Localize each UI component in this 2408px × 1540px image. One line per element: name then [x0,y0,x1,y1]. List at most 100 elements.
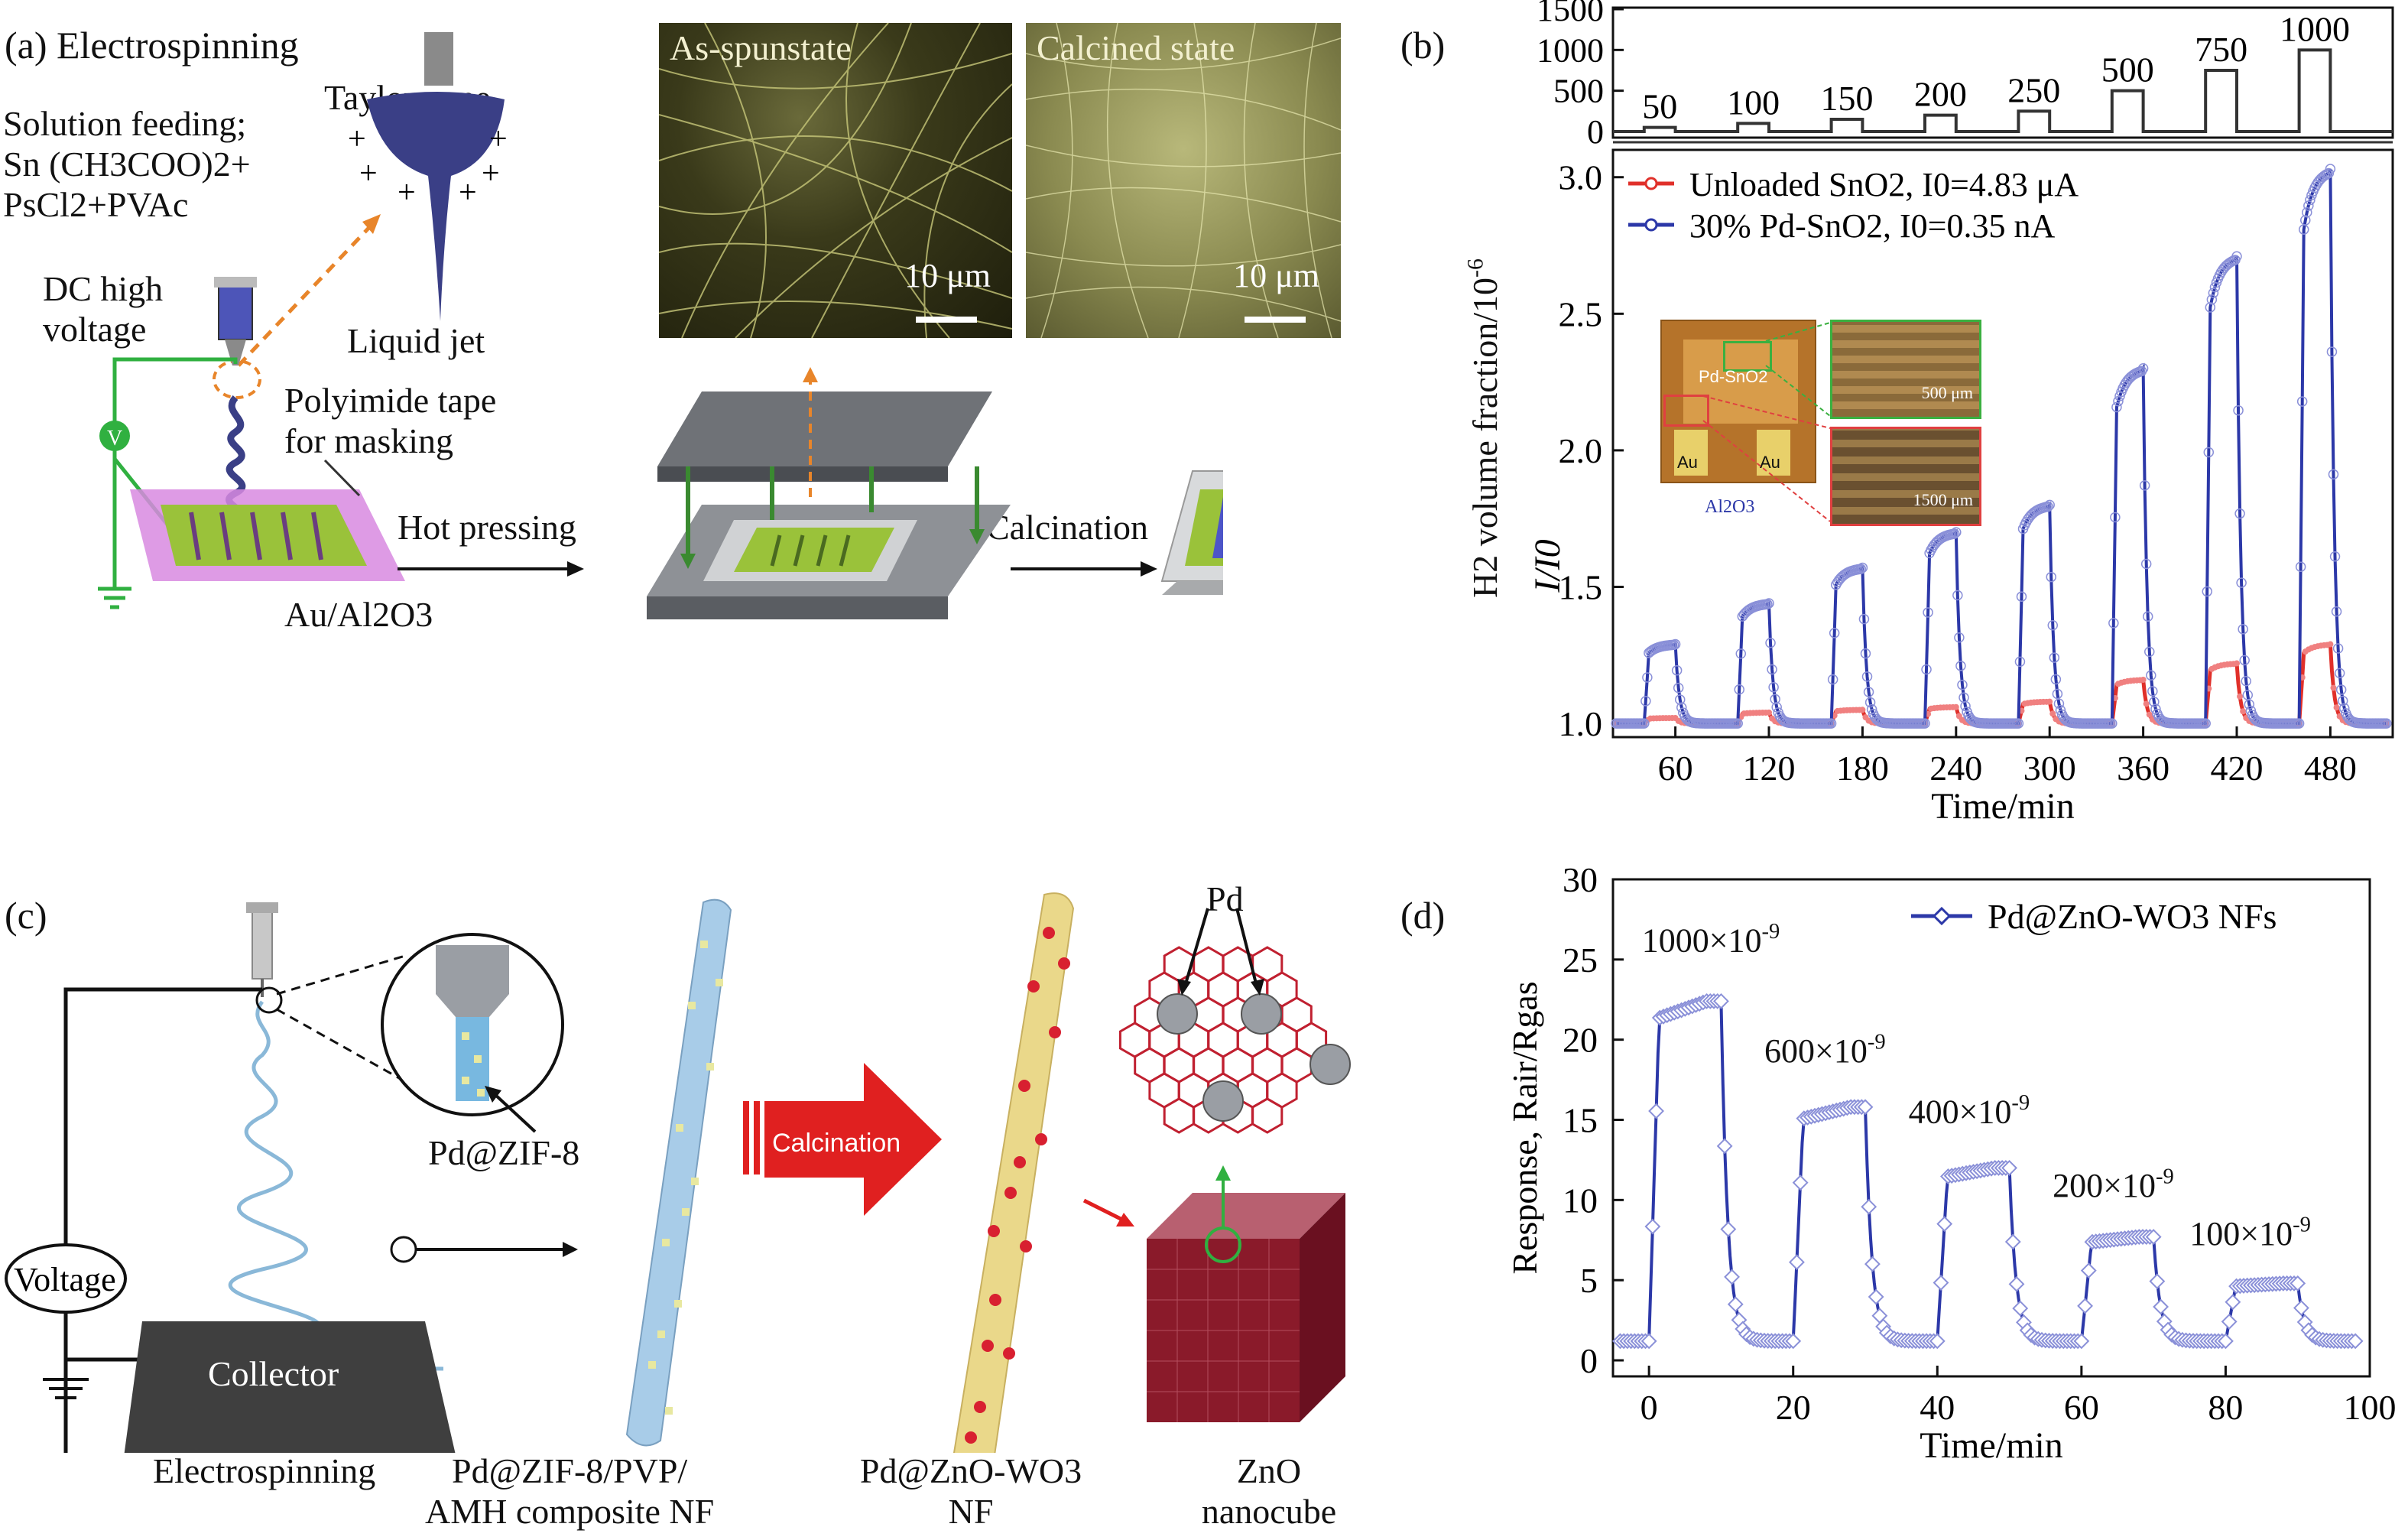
main-xtick-label: 120 [1743,749,1796,788]
main-xtick-label: 180 [1836,749,1889,788]
data-point [1923,607,1933,618]
pd-particle [1202,1080,1244,1122]
inset-au-left: Au [1677,453,1698,472]
data-point [1727,1296,1744,1313]
top-ytick-label: 0 [1587,113,1604,151]
main-ylabel: I/I0 [1527,539,1568,593]
main-ytick-label: 2.5 [1559,294,1603,333]
data-point [2110,512,2121,523]
pd-particle [1241,993,1282,1035]
circuit-wire [112,357,238,589]
as-spun-scale: 10 μm [904,257,991,294]
hot-pressing-label: Hot pressing [398,508,576,547]
data-point [2014,656,2026,668]
data-point [1921,664,1932,675]
data-point [1951,527,1962,538]
h2-step-label: 500 [2101,50,2154,89]
data-point [1640,1333,1657,1350]
d-ytick-label: 30 [1563,860,1598,899]
d-ytick-label: 25 [1563,941,1598,980]
data-point [2004,1233,2021,1250]
panel-c-schematic: Voltage Collector Calcination [5,892,1351,1453]
cap-nf: Pd@ZnO-WO3 NF [833,1451,1108,1532]
data-point [2347,1333,2364,1350]
data-point [2296,396,2308,407]
data-point [2111,401,2122,413]
data-point [2327,641,2334,648]
h2-step-label: 1000 [2280,9,2350,48]
calcination-label: Calcination [986,508,1149,547]
as-spun-caption: As-spunstate [670,28,852,67]
inset-zoom-top: 500 μm [1830,320,1981,419]
chart-d: 0 20 40 60 80 100 0 5 10 15 20 25 30 Time/min Response… [1505,860,2397,1466]
data-point [2108,618,2119,629]
top-ylabel: H2 volume fraction/10-6 [1463,258,1504,598]
data-point [2143,700,2150,707]
data-point [1762,599,1773,609]
data-point [2144,646,2155,658]
concentration-label: 400×10-9 [1909,1091,2030,1131]
data-point [1670,638,1681,650]
data-point [2244,699,2255,710]
data-point [1792,1174,1809,1191]
data-point [2221,1314,2238,1330]
main-ytick-label: 2.0 [1559,431,1603,470]
device-inset: Pd-SnO2 Au Au Al2O3 500 μm 1500 μm [1660,320,1981,526]
inset-zoom-bottom: 1500 μm [1830,427,1981,526]
as-spun-scale-bar [916,317,977,323]
cap-composite-line-2: AMH composite NF [425,1491,715,1531]
zoom-arrow [237,220,376,367]
data-point [2142,611,2153,622]
data-point [1952,590,1963,601]
data-point [2146,711,2153,718]
data-point [1768,682,1779,693]
voltage-label: Voltage [14,1261,116,1298]
panel-d-label: (d) [1400,894,1446,937]
h2-step-label: 200 [1914,75,1967,114]
voltage-wire [63,987,262,1245]
data-point [2241,675,2251,687]
main-xtick-label: 480 [2304,749,2357,788]
data-point [2206,294,2218,305]
data-point [2012,1300,2029,1317]
data-point [2236,577,2247,588]
data-point [1863,687,1874,697]
inset-pd-label: Pd-SnO2 [1699,367,1768,386]
data-point [1676,702,1687,713]
data-point [1785,1333,1802,1350]
panel-c-label: (c) [5,894,47,937]
zoom-circle [213,359,261,399]
data-point [1764,598,1774,609]
data-point [2293,1300,2309,1316]
data-point [2140,676,2147,683]
svg-text:+: + [489,122,508,157]
data-point [2328,469,2339,480]
data-point [1765,638,1776,648]
data-point [1825,718,1837,729]
d-xtick-label: 80 [2208,1388,2243,1427]
data-point [2332,643,2344,654]
h2-step-line [1613,48,2393,133]
top-ytick-label: 500 [1553,73,1604,110]
concentration-label: 1000×10-9 [1642,920,1780,960]
data-point [2052,688,2063,700]
pd-zif8-label: Pd@ZIF-8 [428,1133,580,1172]
data-point [1933,1275,1949,1291]
h2-step-label: 750 [2195,30,2247,69]
data-point [2239,655,2250,666]
main-ytick-label: 1.0 [1559,704,1603,743]
voltage-source [5,1243,127,1314]
data-point [1936,1216,1953,1233]
spinneret [252,909,273,980]
data-point [1648,1103,1664,1119]
data-point [2240,708,2247,715]
data-point [2137,363,2149,374]
data-point [2203,447,2215,458]
svg-text:+: + [348,122,366,157]
series-pd-sno2 [1611,164,2392,729]
main-ytick-label: 1.5 [1559,568,1603,607]
data-point [2305,194,2316,206]
data-point [2237,693,2244,700]
data-point [2323,167,2335,179]
